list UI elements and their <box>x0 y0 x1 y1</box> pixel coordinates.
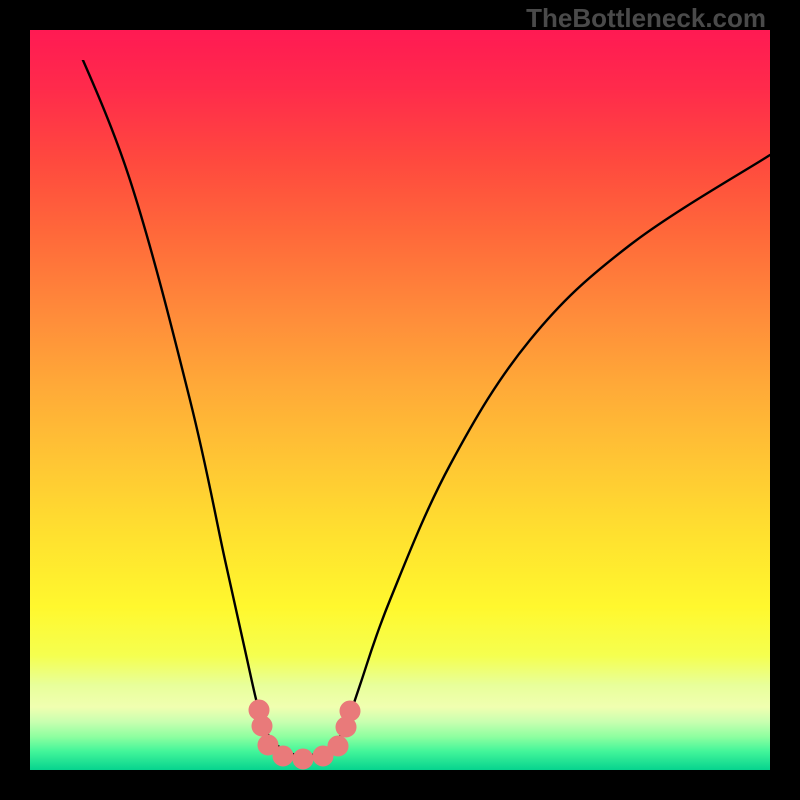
plot-background <box>30 30 770 770</box>
valley-marker <box>328 736 348 756</box>
chart-frame: TheBottleneck.com <box>0 0 800 800</box>
valley-marker <box>252 716 272 736</box>
bottleneck-chart <box>0 0 800 800</box>
valley-marker <box>340 701 360 721</box>
valley-marker <box>273 746 293 766</box>
watermark-text: TheBottleneck.com <box>526 3 766 34</box>
valley-marker <box>293 749 313 769</box>
